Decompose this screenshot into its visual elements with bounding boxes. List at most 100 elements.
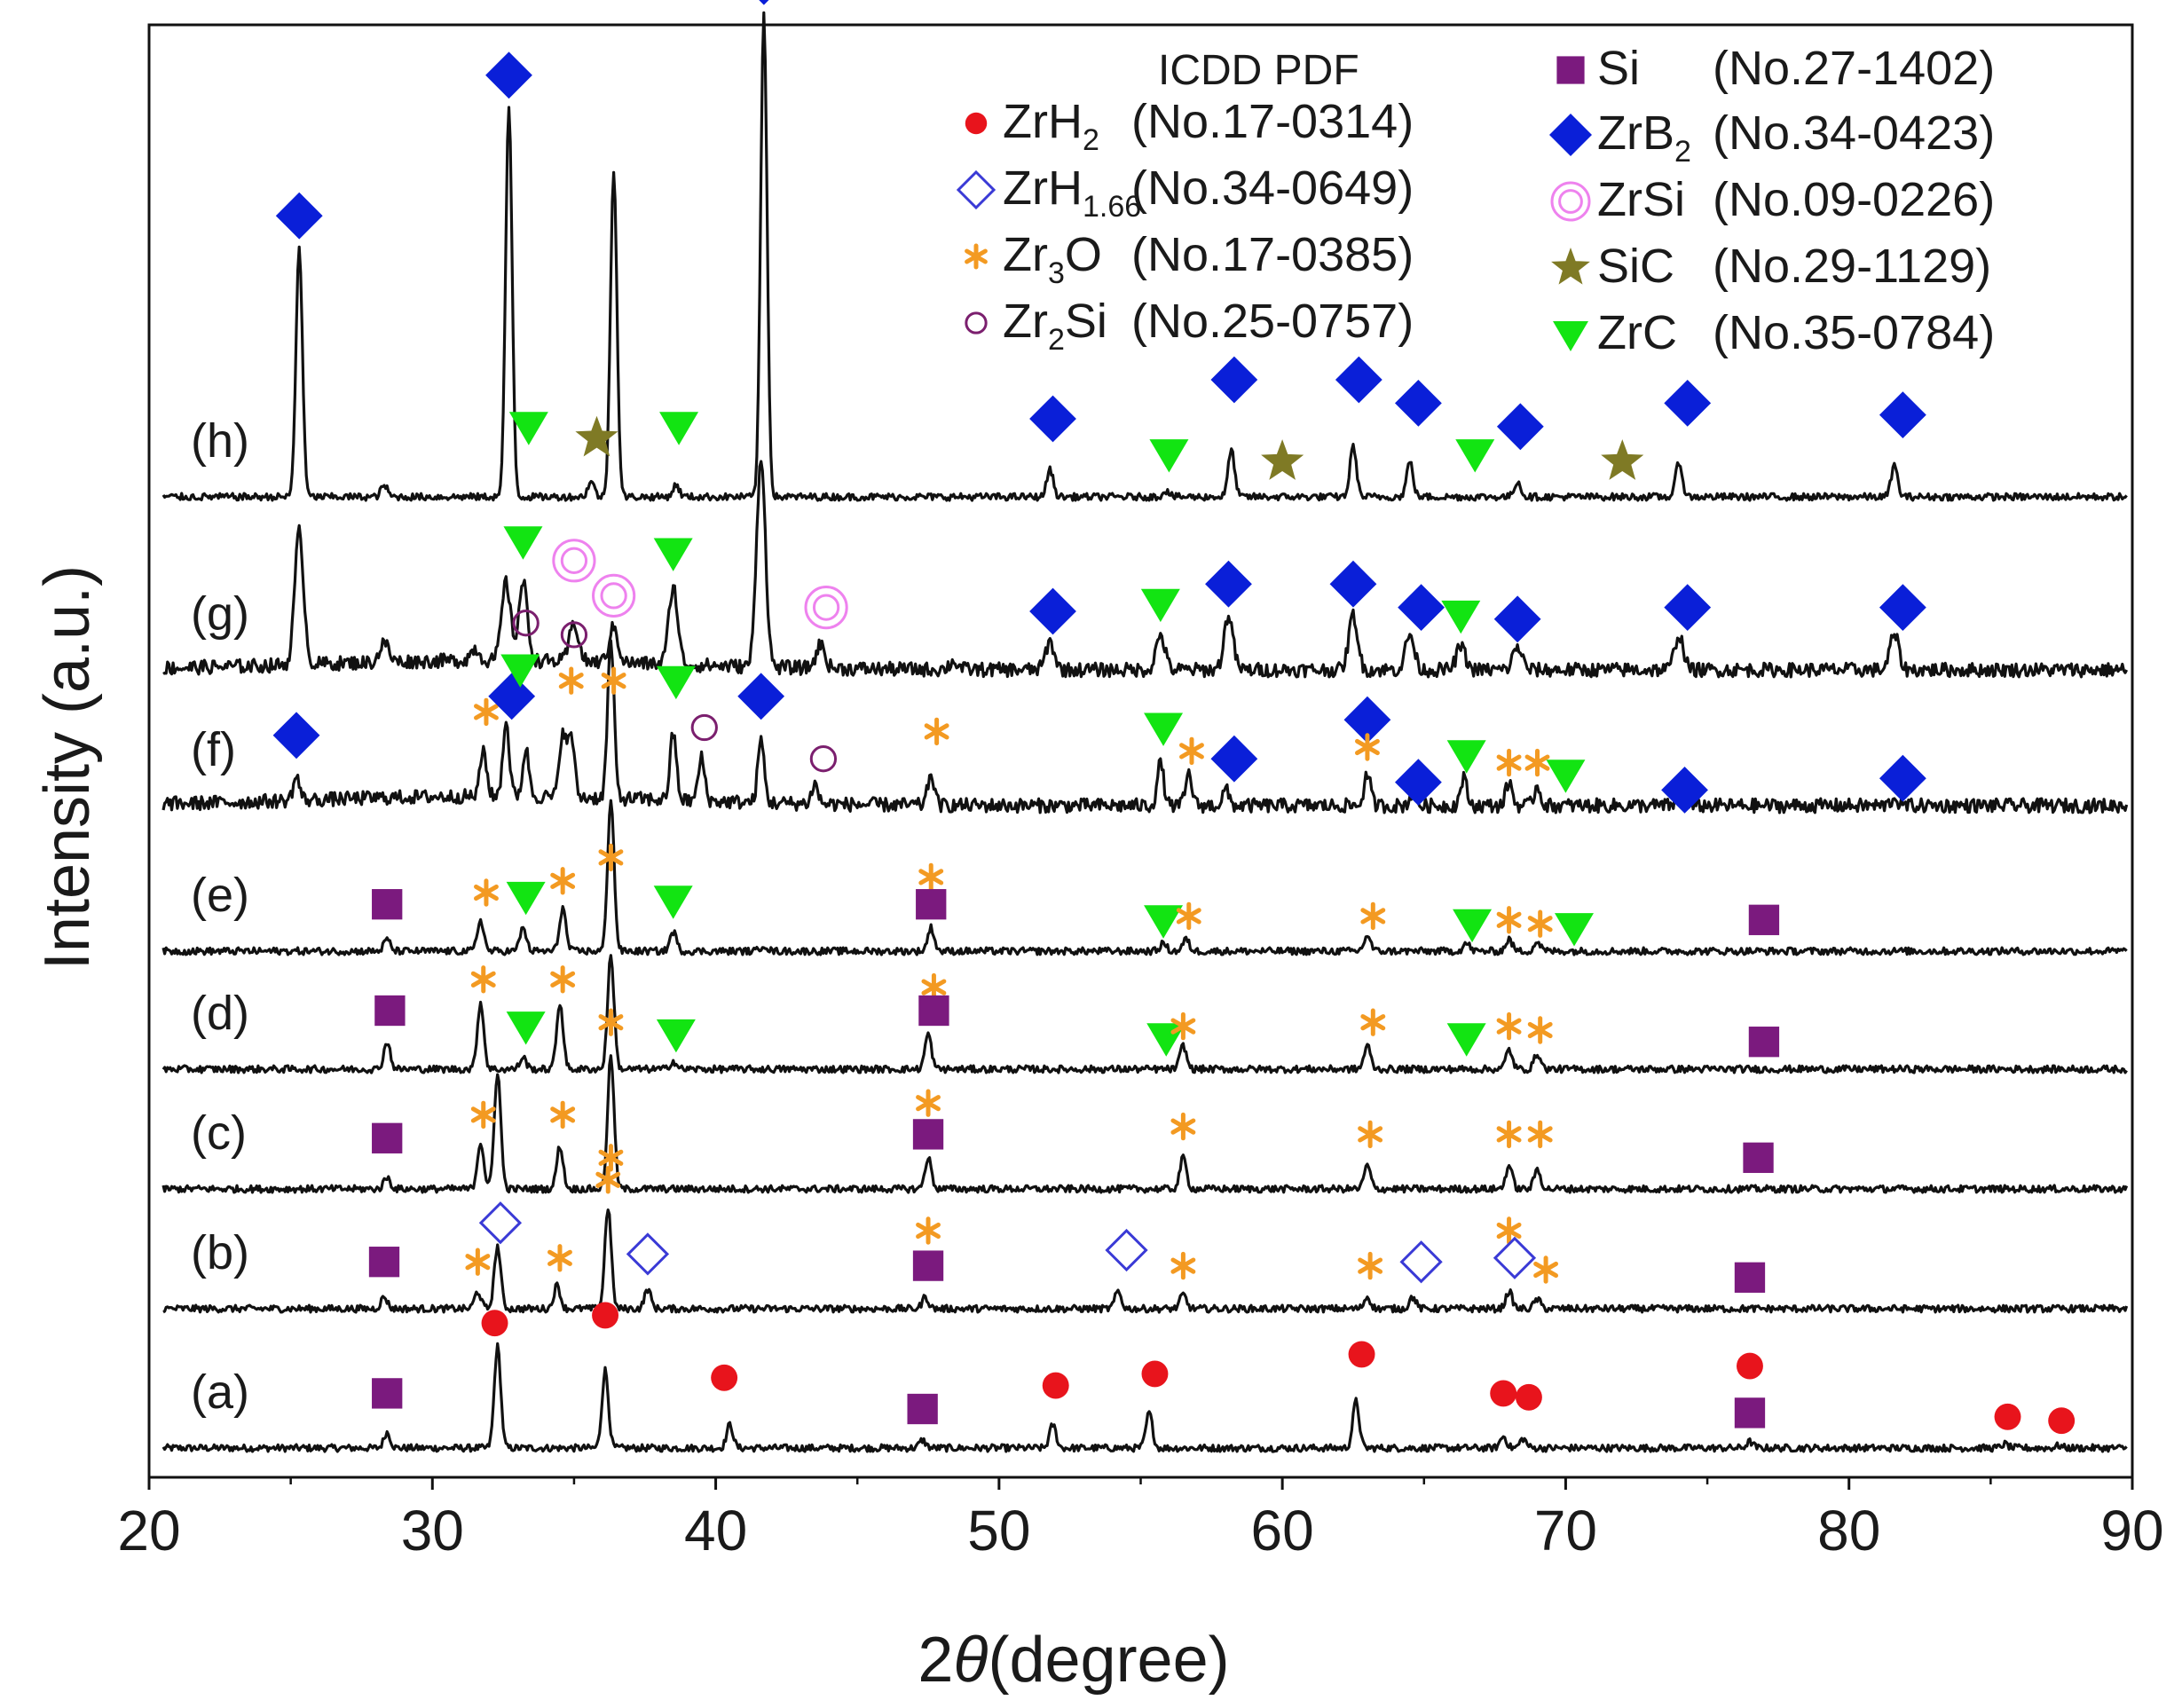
marker-Zr3O xyxy=(1179,736,1204,766)
zrsi-inner-ring xyxy=(812,594,840,621)
marker-Zr3O xyxy=(1524,748,1550,777)
zr3o-asterisk-stroke xyxy=(1360,1014,1386,1031)
marker-Zr3O xyxy=(1358,1251,1383,1280)
marker-Zr2Si xyxy=(809,745,838,773)
marker-ZrB2 xyxy=(1205,560,1252,608)
marker-ZrC xyxy=(1455,439,1495,473)
zrb2-diamond xyxy=(1210,735,1258,783)
zr3o-asterisk-stroke xyxy=(1524,754,1550,771)
x-tick-label: 30 xyxy=(401,1499,464,1562)
zrc-triangle xyxy=(1149,439,1189,473)
marker-ZrH2 xyxy=(1737,1352,1763,1380)
zrb2-diamond xyxy=(1343,696,1391,744)
zr3o-asterisk-stroke xyxy=(1358,1257,1383,1274)
marker-Zr3O xyxy=(595,1166,621,1194)
legend-entry-SiC: SiC xyxy=(1597,240,1674,293)
zr3o-asterisk-stroke xyxy=(1496,1222,1522,1240)
legend-entry-Zr2Si: Zr2Si xyxy=(1003,295,1107,357)
zrb2-diamond xyxy=(759,0,769,5)
zrb2-diamond xyxy=(737,673,785,720)
marker-Zr3O xyxy=(1496,906,1522,934)
si-square xyxy=(1734,1397,1766,1429)
zrc-triangle xyxy=(659,412,699,445)
legend-subscript: 2 xyxy=(1083,123,1099,157)
zrc-triangle xyxy=(1144,905,1184,939)
legend-ref-Zr2Si: (No.25-0757) xyxy=(1131,295,1414,348)
zr2si-circle xyxy=(690,713,718,742)
legend-formula-rest: Si xyxy=(1065,295,1107,348)
zr3o-asterisk-stroke xyxy=(1179,743,1204,760)
zrb2-diamond xyxy=(1879,391,1926,438)
legend-subscript: 1.66 xyxy=(1083,190,1141,224)
marker-Si xyxy=(1748,904,1780,935)
marker-ZrH2 xyxy=(481,1310,508,1337)
marker-Zr3O xyxy=(1527,1120,1553,1149)
zrc-triangle xyxy=(1555,913,1595,947)
legend-formula: Si xyxy=(1597,42,1640,95)
trace-g xyxy=(162,460,2129,679)
traces xyxy=(161,11,2129,1453)
marker-Si xyxy=(1734,1262,1766,1293)
trace-label: (d) xyxy=(191,987,249,1040)
marker-ZrH2 xyxy=(1994,1403,2021,1430)
legend-title: ICDD PDF xyxy=(1158,47,1359,94)
zrc-triangle xyxy=(1553,321,1588,351)
marker-Zr3O xyxy=(1170,1112,1196,1141)
marker-ZrB2 xyxy=(1210,356,1258,404)
marker-ZrC xyxy=(506,881,546,916)
marker-Zr3O xyxy=(474,878,499,907)
zrc-triangle xyxy=(508,412,548,445)
marker-ZrB2 xyxy=(272,712,320,760)
marker-Zr3O xyxy=(598,1144,624,1172)
zrsi-inner-ring xyxy=(560,547,588,574)
marker-ZrB2 xyxy=(275,192,323,240)
marker-ZrB2 xyxy=(1664,380,1712,427)
zr2si-circle xyxy=(809,745,838,773)
si-square xyxy=(1734,1262,1766,1293)
zr3o-asterisk-stroke xyxy=(1354,738,1380,756)
zrc-triangle xyxy=(1140,588,1180,623)
marker-Zr3O xyxy=(916,1089,941,1117)
zr3o-asterisk-stroke xyxy=(598,1149,624,1166)
zr2si-circle xyxy=(560,621,588,649)
x-tick-label: 80 xyxy=(1817,1499,1880,1562)
trace-labels: (a) (b) (c) (d) (e) (f) (g) (h) xyxy=(191,414,249,1419)
marker-Zr3O xyxy=(965,243,988,270)
si-square xyxy=(918,995,949,1027)
legend-entry-ZrSi: ZrSi xyxy=(1597,173,1685,226)
zr3o-asterisk-stroke xyxy=(918,869,944,885)
marker-Zr3O xyxy=(1527,909,1553,938)
legend-subscript: 2 xyxy=(1674,135,1691,169)
marker-ZrH2 xyxy=(592,1302,619,1329)
marker-ZrC xyxy=(656,665,696,700)
marker-ZrB2 xyxy=(1664,584,1712,631)
si-square xyxy=(912,1119,944,1150)
marker-Zr3O xyxy=(470,965,496,994)
y-axis-title: Intensity (a.u.) xyxy=(32,565,103,970)
si-square xyxy=(1748,904,1780,935)
marker-ZrC xyxy=(1546,760,1586,793)
trace-c xyxy=(161,1054,2129,1194)
marker-ZrH2 xyxy=(711,1364,738,1391)
marker-ZrH2 xyxy=(1141,1360,1169,1388)
zrsi-outer-ring xyxy=(804,586,848,630)
zrh2-circle xyxy=(1042,1372,1069,1399)
marker-ZrC xyxy=(1555,913,1595,947)
zr3o-asterisk-stroke xyxy=(547,1249,572,1266)
zrb2-diamond xyxy=(1329,560,1377,608)
zr3o-asterisk-stroke xyxy=(474,704,499,720)
marker-Zr3O xyxy=(1527,1016,1553,1044)
marker-SiC xyxy=(1261,439,1304,480)
zr3o-asterisk-stroke xyxy=(465,1254,491,1271)
legend-formula: ZrC xyxy=(1597,306,1677,359)
zrh2-circle xyxy=(592,1302,619,1329)
si-square xyxy=(1748,1027,1780,1058)
marker-Si xyxy=(374,995,406,1027)
zrh2-circle xyxy=(711,1364,738,1391)
zrc-triangle xyxy=(656,665,696,700)
marker-ZrC xyxy=(1144,712,1184,746)
zr3o-asterisk-stroke xyxy=(1170,1118,1196,1135)
legend-ref-Si: (No.27-1402) xyxy=(1713,42,1995,95)
marker-ZrB2 xyxy=(1493,595,1541,643)
